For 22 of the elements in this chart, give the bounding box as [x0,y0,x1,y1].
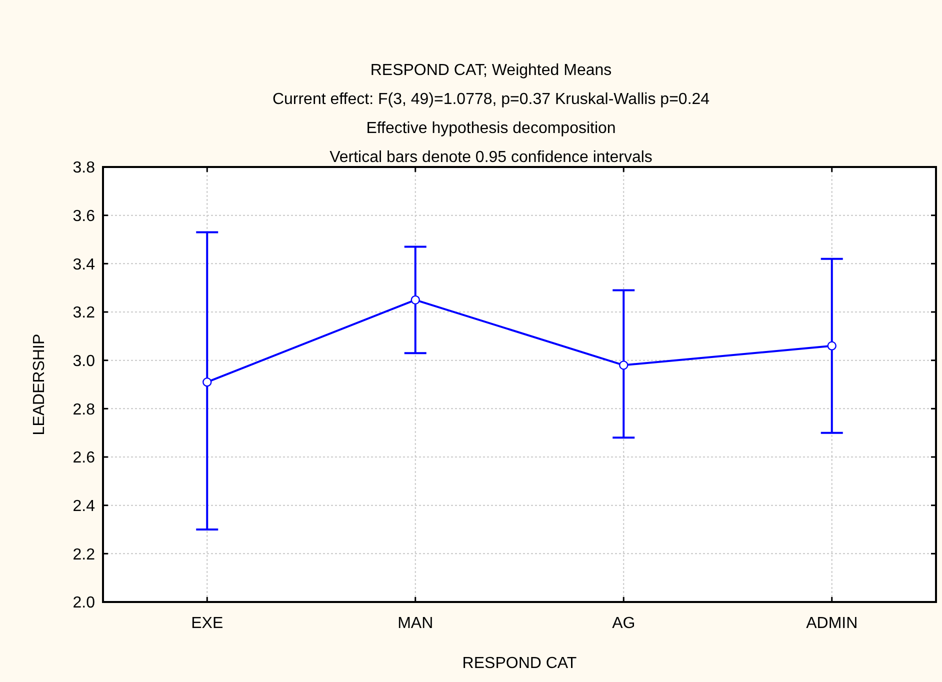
chart-subtitle: Current effect: F(3, 49)=1.0778, p=0.37 Kruskal-Wallis p=0.24 Effective hypothesis decomposition Vertical bars denote 0.95 confidence intervals [272,91,710,166]
y-tick-label: 2.8 [72,401,96,418]
y-axis-title: LEADERSHIP [31,334,48,436]
y-tick-label: 2.2 [72,546,96,564]
y-tick-label: 3.8 [72,160,96,177]
x-tick-label: AG [612,615,636,632]
point [619,360,628,370]
y-tick-label: 2.6 [72,450,96,467]
y-tick-label: 3.6 [72,208,96,225]
point [827,341,836,350]
y-tick-label: 3.2 [72,304,96,322]
chart-title: RESPOND CAT; Weighted Means [370,62,612,79]
y-tick-label: 2.4 [72,498,96,515]
point [202,377,212,387]
y-tick-label: 3.0 [72,352,96,370]
y-tick-label: 3.4 [72,256,96,274]
x-tick-label: EXE [191,615,224,632]
x-axis-title: RESPOND CAT [462,655,577,672]
point [410,295,420,305]
y-tick-label: 2.0 [72,594,96,612]
x-tick-label: ADMIN [806,615,858,632]
x-tick-label: MAN [398,615,434,632]
